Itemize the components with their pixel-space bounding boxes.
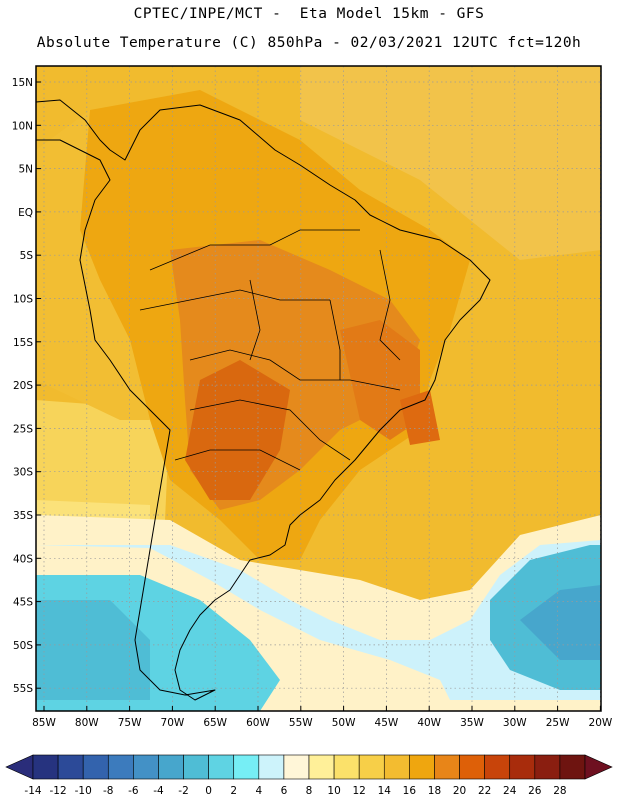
latitude-label: 45S: [13, 597, 33, 609]
field-pacific-coast: [36, 110, 150, 420]
longitude-label: 65W: [203, 717, 227, 729]
colorbar-box: [57, 754, 84, 780]
colorbar-label: -4: [153, 785, 164, 797]
latitude-labels: 15N 10N 5N EQ 5S 10S 15S 20S 25S 30S 35S 40S 45S 50S 5…: [12, 77, 41, 695]
colorbar-label: 22: [478, 785, 491, 797]
colorbar-label: -12: [50, 785, 67, 797]
colorbar-label: 26: [528, 785, 542, 797]
latitude-label: 15S: [13, 337, 33, 349]
chart-title-line-2: Absolute Temperature (C) 850hPa - 02/03/…: [36, 35, 582, 51]
latitude-label: 20S: [13, 380, 33, 392]
latitude-label: 40S: [13, 553, 33, 565]
longitude-label: 75W: [118, 717, 142, 729]
latitude-label: 25S: [13, 423, 33, 435]
colorbar-box: [509, 754, 536, 780]
colorbar-label: -10: [75, 785, 92, 797]
colorbar-box: [133, 754, 159, 780]
longitude-label: 30W: [503, 717, 527, 729]
colorbar-box: [32, 754, 59, 780]
longitude-label: 45W: [375, 717, 399, 729]
colorbar-label: 4: [255, 785, 262, 797]
colorbar-box: [233, 754, 260, 780]
chart-title-line-1: CPTEC/INPE/MCT - Eta Model 15km - GFS: [133, 6, 485, 22]
colorbar-box: [183, 754, 209, 780]
temperature-field: [36, 66, 601, 711]
colorbar-label: -2: [178, 785, 188, 797]
colorbar-box: [283, 754, 310, 780]
colorbar-high-arrow: [584, 754, 613, 780]
longitude-label: 70W: [161, 717, 185, 729]
colorbar-label: 24: [503, 785, 517, 797]
colorbar-label: 10: [327, 785, 340, 797]
latitude-label: 10S: [13, 294, 33, 306]
colorbar-label: 20: [453, 785, 466, 797]
longitude-label: 35W: [460, 717, 484, 729]
field-southeast-brazil-core: [400, 390, 440, 445]
south-america-coastline: [35, 99, 491, 701]
colorbar-box: [158, 754, 184, 780]
latitude-label: EQ: [18, 207, 33, 219]
colorbar-label: 14: [378, 785, 392, 797]
colorbar-label: -14: [24, 785, 41, 797]
colorbar-label: 0: [205, 785, 212, 797]
field-southeast-blue: [520, 585, 601, 660]
latitude-label: 5N: [18, 164, 33, 176]
longitude-label: 85W: [32, 717, 56, 729]
colorbar-box: [434, 754, 460, 780]
longitude-label: 80W: [75, 717, 99, 729]
country-and-state-borders: [139, 229, 401, 471]
longitude-label: 40W: [417, 717, 441, 729]
colorbar-box: [107, 754, 134, 780]
colorbar-low-arrow: [5, 754, 34, 780]
longitude-labels: 85W 80W 75W 70W 65W 60W 55W 50W 45W 40W 35W 30W 25W 2…: [32, 706, 613, 729]
latitude-label: 55S: [13, 683, 33, 695]
colorbar-box: [459, 754, 485, 780]
colorbar-box: [82, 754, 109, 780]
colorbar-box: [484, 754, 511, 780]
colorbar-labels: -14 -12 -10 -8 -6 -4 -2 0 2 4 6 8 10 12 14 16 18 20 22 24 26…: [24, 785, 566, 797]
colorbar-box: [383, 754, 410, 780]
field-light-cyan: [36, 540, 601, 700]
latitude-label: 10N: [12, 120, 33, 132]
colorbar-box: [358, 754, 385, 780]
longitude-label: 25W: [546, 717, 570, 729]
field-chaco-core: [185, 360, 290, 500]
colorbar-label: 6: [281, 785, 288, 797]
colorbar-box: [208, 754, 235, 780]
colorbar-box: [333, 754, 360, 780]
latitude-label: 5S: [20, 250, 34, 262]
latitude-label: 50S: [13, 640, 33, 652]
colorbar-label: -6: [128, 785, 139, 797]
longitude-label: 55W: [289, 717, 313, 729]
longitude-label: 50W: [332, 717, 356, 729]
colorbar-label: 12: [352, 785, 365, 797]
colorbar-label: 8: [306, 785, 313, 797]
colorbar-label: 2: [230, 785, 237, 797]
colorbar-box: [559, 754, 586, 780]
longitude-label: 60W: [246, 717, 270, 729]
colorbar-label: 28: [553, 785, 566, 797]
field-southwest-blue: [36, 600, 150, 700]
longitude-label: 20W: [589, 717, 613, 729]
latitude-label: 35S: [13, 510, 33, 522]
colorbar-box: [409, 754, 435, 780]
colorbar-label: -8: [103, 785, 113, 797]
map-frame: [35, 65, 602, 712]
field-pacific-warm: [36, 400, 170, 520]
latitude-label: 15N: [12, 77, 33, 89]
field-north-atlantic: [300, 66, 601, 260]
colorbar-box: [308, 754, 335, 780]
colorbar-boxes: [5, 754, 613, 780]
latitude-label: 30S: [13, 467, 33, 479]
colorbar-box: [258, 754, 285, 780]
temperature-colorbar: -14 -12 -10 -8 -6 -4 -2 0 2 4 6 8 10 12 14 16 18 20 22 24 26…: [5, 754, 613, 797]
colorbar-label: 16: [403, 785, 417, 797]
temperature-map: 15N 10N 5N EQ 5S 10S 15S 20S 25S 30S 35S 40S 45S 50S 5…: [12, 65, 613, 729]
colorbar-box: [534, 754, 561, 780]
colorbar-label: 18: [428, 785, 441, 797]
